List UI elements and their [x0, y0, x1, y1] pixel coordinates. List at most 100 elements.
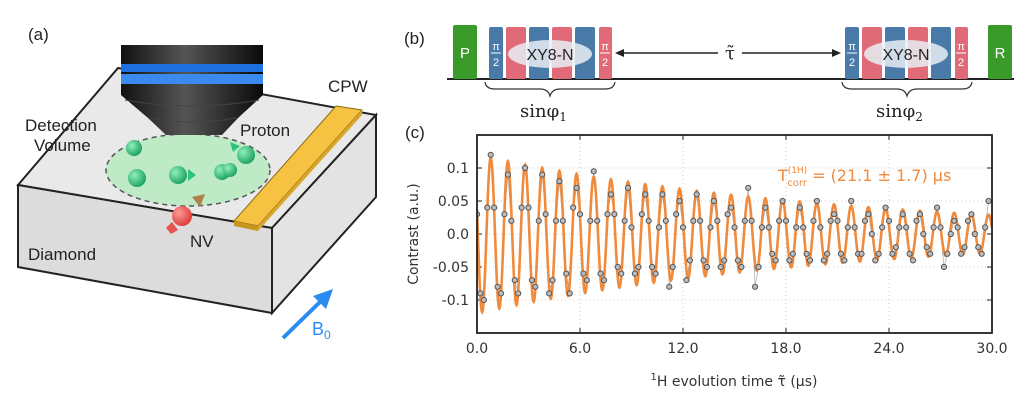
r-pulse-label: R: [995, 45, 1006, 62]
data-point: [604, 211, 611, 218]
data-point: [707, 224, 714, 231]
data-point: [552, 217, 560, 224]
data-point: [638, 211, 645, 218]
data-point: [535, 217, 542, 224]
data-point: [573, 184, 580, 191]
data-point: [484, 204, 491, 211]
data-point: [885, 217, 893, 224]
data-point: [525, 204, 532, 211]
data-point: [511, 277, 518, 284]
data-point: [772, 257, 779, 264]
data-point: [669, 263, 676, 271]
data-point: [686, 257, 693, 264]
brace-right: [841, 81, 973, 99]
y-tick-label: -0.1: [442, 293, 469, 309]
y-tick-label: 0.1: [447, 161, 469, 177]
data-point: [861, 217, 869, 224]
data-point: [933, 204, 941, 211]
data-point: [521, 164, 529, 172]
cpw-label: CPW: [328, 77, 368, 96]
data-point: [690, 217, 697, 224]
pi-half-den: 2: [849, 57, 855, 69]
plot-marks: [477, 151, 992, 315]
data-point: [539, 171, 546, 178]
pi-half-den: 2: [493, 57, 499, 69]
data-point: [827, 217, 834, 224]
annotation-rest: = (21.1 ± 1.7) μs: [807, 166, 951, 185]
data-point: [714, 217, 721, 224]
data-point: [631, 270, 639, 277]
plot-frame: [476, 134, 993, 334]
b0-field-arrow: B0: [281, 289, 333, 342]
data-point: [879, 224, 886, 231]
data-point: [982, 224, 989, 231]
data-point: [985, 197, 992, 205]
annotation-main: T: [777, 166, 788, 185]
data-point: [600, 277, 608, 284]
data-point: [611, 211, 618, 218]
data-point: [624, 184, 632, 191]
data-point: [662, 217, 669, 224]
data-point: [851, 224, 858, 231]
data-point: [848, 197, 855, 205]
data-point: [731, 224, 738, 231]
sin-phi2-sub: 2: [915, 110, 923, 124]
data-point: [752, 283, 759, 290]
data-point: [501, 211, 508, 218]
data-point: [734, 257, 742, 264]
svg-text:1H evolution time τ̃ (μs): 1H evolution time τ̃ (μs): [651, 372, 818, 390]
data-point: [789, 250, 796, 257]
data-point: [583, 277, 590, 284]
x-tick-label: 0.0: [466, 341, 488, 357]
pi-half-num: π: [601, 41, 609, 53]
data-point: [741, 217, 748, 224]
data-point: [793, 224, 800, 231]
data-point: [769, 250, 776, 257]
data-point: [968, 211, 975, 218]
data-point: [872, 257, 879, 264]
data-point: [954, 224, 961, 231]
detection-volume-label: Volume: [34, 136, 91, 155]
data-point: [497, 290, 505, 297]
panel-a: (a): [16, 25, 378, 342]
data-point: [649, 263, 656, 271]
nv-label: NV: [190, 232, 214, 251]
data-point: [676, 197, 683, 205]
data-point: [628, 224, 635, 231]
data-point: [800, 224, 807, 231]
data-point: [491, 204, 498, 211]
pi-half-num: π: [492, 41, 500, 53]
data-point: [762, 204, 769, 211]
tau-arrow: τ̃: [615, 43, 841, 64]
data-point: [532, 283, 539, 290]
proton-spins: [126, 140, 255, 187]
data-point: [913, 217, 920, 224]
objective-lens: [121, 45, 263, 135]
y-tick-labels: 0.1 0.05 0.0 -0.05 -0.1: [433, 161, 469, 309]
data-point: [655, 224, 663, 231]
data-point: [590, 168, 597, 175]
data-point: [642, 191, 649, 198]
data-point: [944, 250, 951, 257]
data-point: [645, 217, 652, 224]
data-point: [909, 257, 917, 264]
data-point: [738, 263, 745, 271]
data-point: [494, 283, 501, 290]
sin-phi1-sub: 1: [559, 110, 567, 124]
xy8-left-label: XY8-N: [526, 47, 573, 64]
panel-a-label: (a): [28, 25, 49, 44]
data-point: [923, 244, 930, 251]
diamond-label: Diamond: [28, 245, 96, 264]
detection-volume-label: Detection: [25, 116, 97, 135]
data-point: [621, 217, 628, 224]
brace-left: [484, 81, 616, 99]
data-point: [546, 290, 553, 297]
data-point: [892, 244, 899, 251]
data-point: [837, 250, 845, 257]
data-point: [652, 270, 659, 277]
svg-text:B0: B0: [312, 319, 331, 342]
data-point: [666, 283, 673, 290]
data-point: [477, 290, 484, 297]
data-point: [951, 217, 958, 224]
data-point: [679, 224, 687, 231]
